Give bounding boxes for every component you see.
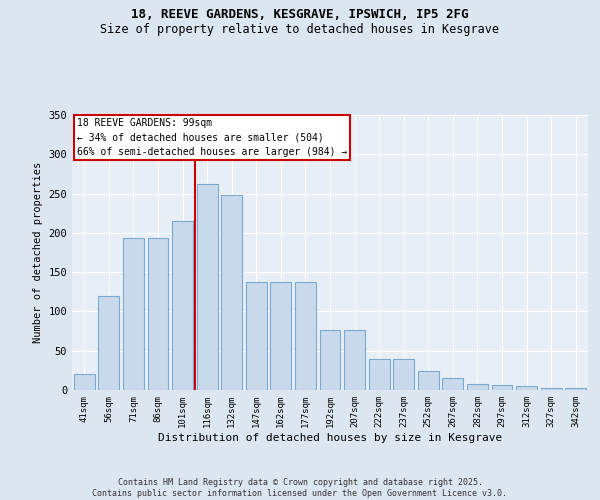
Text: 18, REEVE GARDENS, KESGRAVE, IPSWICH, IP5 2FG: 18, REEVE GARDENS, KESGRAVE, IPSWICH, IP… (131, 8, 469, 20)
Bar (295, 282, 316, 390)
Bar (172, 221, 193, 390)
Y-axis label: Number of detached properties: Number of detached properties (33, 162, 43, 343)
Bar (442, 378, 463, 390)
Bar (197, 184, 218, 390)
Text: 18 REEVE GARDENS: 99sqm
← 34% of detached houses are smaller (504)
66% of semi-d: 18 REEVE GARDENS: 99sqm ← 34% of detache… (77, 118, 347, 158)
Bar (271, 282, 292, 390)
Bar (123, 238, 144, 390)
Bar (541, 388, 562, 390)
Bar (344, 330, 365, 390)
Bar (467, 384, 488, 390)
Text: Size of property relative to detached houses in Kesgrave: Size of property relative to detached ho… (101, 22, 499, 36)
Bar (246, 282, 267, 390)
Bar (98, 296, 119, 390)
Bar (565, 388, 586, 390)
Bar (491, 386, 512, 390)
Bar (148, 238, 169, 390)
Bar (74, 374, 95, 390)
Bar (393, 358, 414, 390)
Bar (368, 360, 389, 390)
X-axis label: Distribution of detached houses by size in Kesgrave: Distribution of detached houses by size … (158, 432, 502, 442)
Bar (221, 195, 242, 390)
Text: Contains HM Land Registry data © Crown copyright and database right 2025.
Contai: Contains HM Land Registry data © Crown c… (92, 478, 508, 498)
Bar (320, 330, 340, 390)
Bar (418, 371, 439, 390)
Bar (516, 386, 537, 390)
